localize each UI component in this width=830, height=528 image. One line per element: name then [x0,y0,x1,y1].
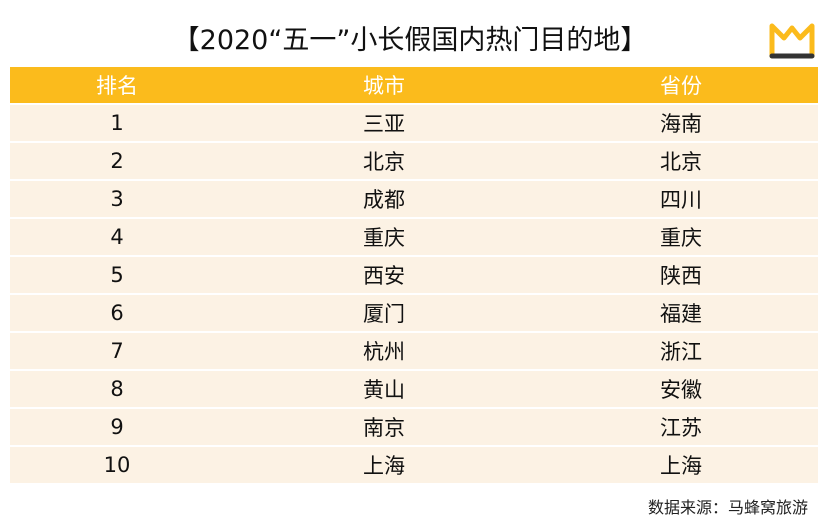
table-cell: 8 [10,369,224,408]
source-note: 数据来源：马蜂窝旅游 [647,498,808,517]
column-header: 省份 [544,67,818,104]
table-cell: 陕西 [544,255,818,294]
table-cell: 厦门 [224,293,544,332]
table-cell: 重庆 [544,217,818,256]
table-row: 5 西安 陕西 [10,255,818,294]
table-cell: 四川 [544,179,818,218]
table-row: 9 南京 江苏 [10,407,818,446]
table-cell: 上海 [544,445,818,483]
table-row: 2 北京 北京 [10,141,818,180]
table-cell: 西安 [224,255,544,294]
table-row: 6 厦门 福建 [10,293,818,332]
title: 【2020“五一”小长假国内热门目的地】 [172,25,648,56]
table-row: 4 重庆 重庆 [10,217,818,256]
table-cell: 上海 [224,445,544,483]
table-cell: 海南 [544,103,818,142]
column-header: 排名 [10,67,224,104]
header-row: 排名 城市 省份 [10,67,818,104]
table-cell: 福建 [544,293,818,332]
table-row: 8 黄山 安徽 [10,369,818,408]
column-header: 城市 [224,67,544,104]
table-row: 3 成都 四川 [10,179,818,218]
table-cell: 江苏 [544,407,818,446]
table-cell: 北京 [224,141,544,180]
table-cell: 9 [10,407,224,446]
table-cell: 3 [10,179,224,218]
table-cell: 7 [10,331,224,370]
table-cell: 10 [10,445,224,483]
table-row: 7 杭州 浙江 [10,331,818,370]
logo [769,23,815,59]
table-cell: 安徽 [544,369,818,408]
table-cell: 4 [10,217,224,256]
table-row: 1 三亚 海南 [10,103,818,142]
table-cell: 1 [10,103,224,142]
table-cell: 北京 [544,141,818,180]
table-cell: 黄山 [224,369,544,408]
logo-outline [769,23,815,59]
table-cell: 杭州 [224,331,544,370]
table-cell: 2 [10,141,224,180]
ranking-table: 排名 城市 省份 1 三亚 海南 2 北京 北京 3 成都 四川 4 重庆 重庆 5 西安 陕西 6 厦门 福建 7 杭州… [10,67,818,483]
table-body: 1 三亚 海南 2 北京 北京 3 成都 四川 4 重庆 重庆 5 西安 陕西 6 厦门 福建 7 杭州 浙江 8 黄山 安徽… [10,103,818,483]
table-cell: 浙江 [544,331,818,370]
table-cell: 三亚 [224,103,544,142]
table-cell: 重庆 [224,217,544,256]
table-cell: 南京 [224,407,544,446]
table-cell: 6 [10,293,224,332]
table-cell: 5 [10,255,224,294]
table-cell: 成都 [224,179,544,218]
table-row: 10 上海 上海 [10,445,818,483]
